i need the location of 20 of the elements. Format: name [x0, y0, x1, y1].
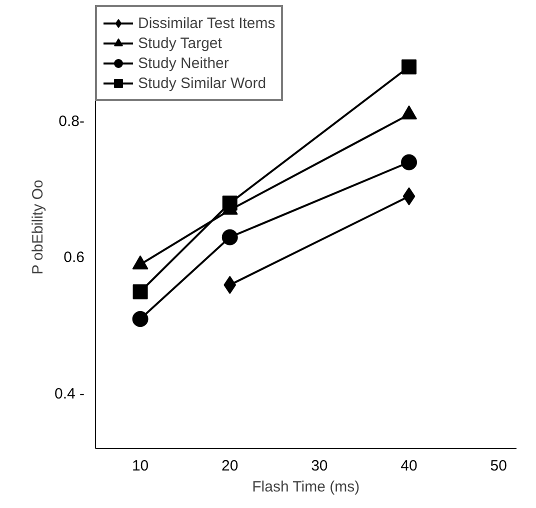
x-tick-label: 20 [222, 458, 238, 474]
legend-label: Study Similar Word [138, 74, 266, 92]
point [402, 59, 417, 74]
legend-label: Dissimilar Test Items [138, 14, 276, 32]
x-tick-label: 10 [132, 458, 149, 474]
point [222, 229, 238, 246]
x-tick-label: 30 [311, 458, 328, 474]
legend-label: Study Neither [138, 54, 229, 72]
point [401, 154, 418, 170]
x-tick-label: 40 [400, 458, 418, 474]
y-tick-label: 0.6 [64, 249, 85, 266]
point [132, 284, 148, 300]
legend-label: Study Target [138, 34, 222, 52]
y-tick-label: 0.8- [58, 112, 85, 130]
x-axis-title: Flash Time (ms) [252, 478, 360, 496]
point [132, 311, 148, 327]
x-tick-label: 50 [490, 458, 507, 474]
y-axis-title: P obEbility Oo [29, 180, 46, 275]
y-tick-label: 0.4 - [54, 385, 85, 402]
point [222, 196, 238, 211]
